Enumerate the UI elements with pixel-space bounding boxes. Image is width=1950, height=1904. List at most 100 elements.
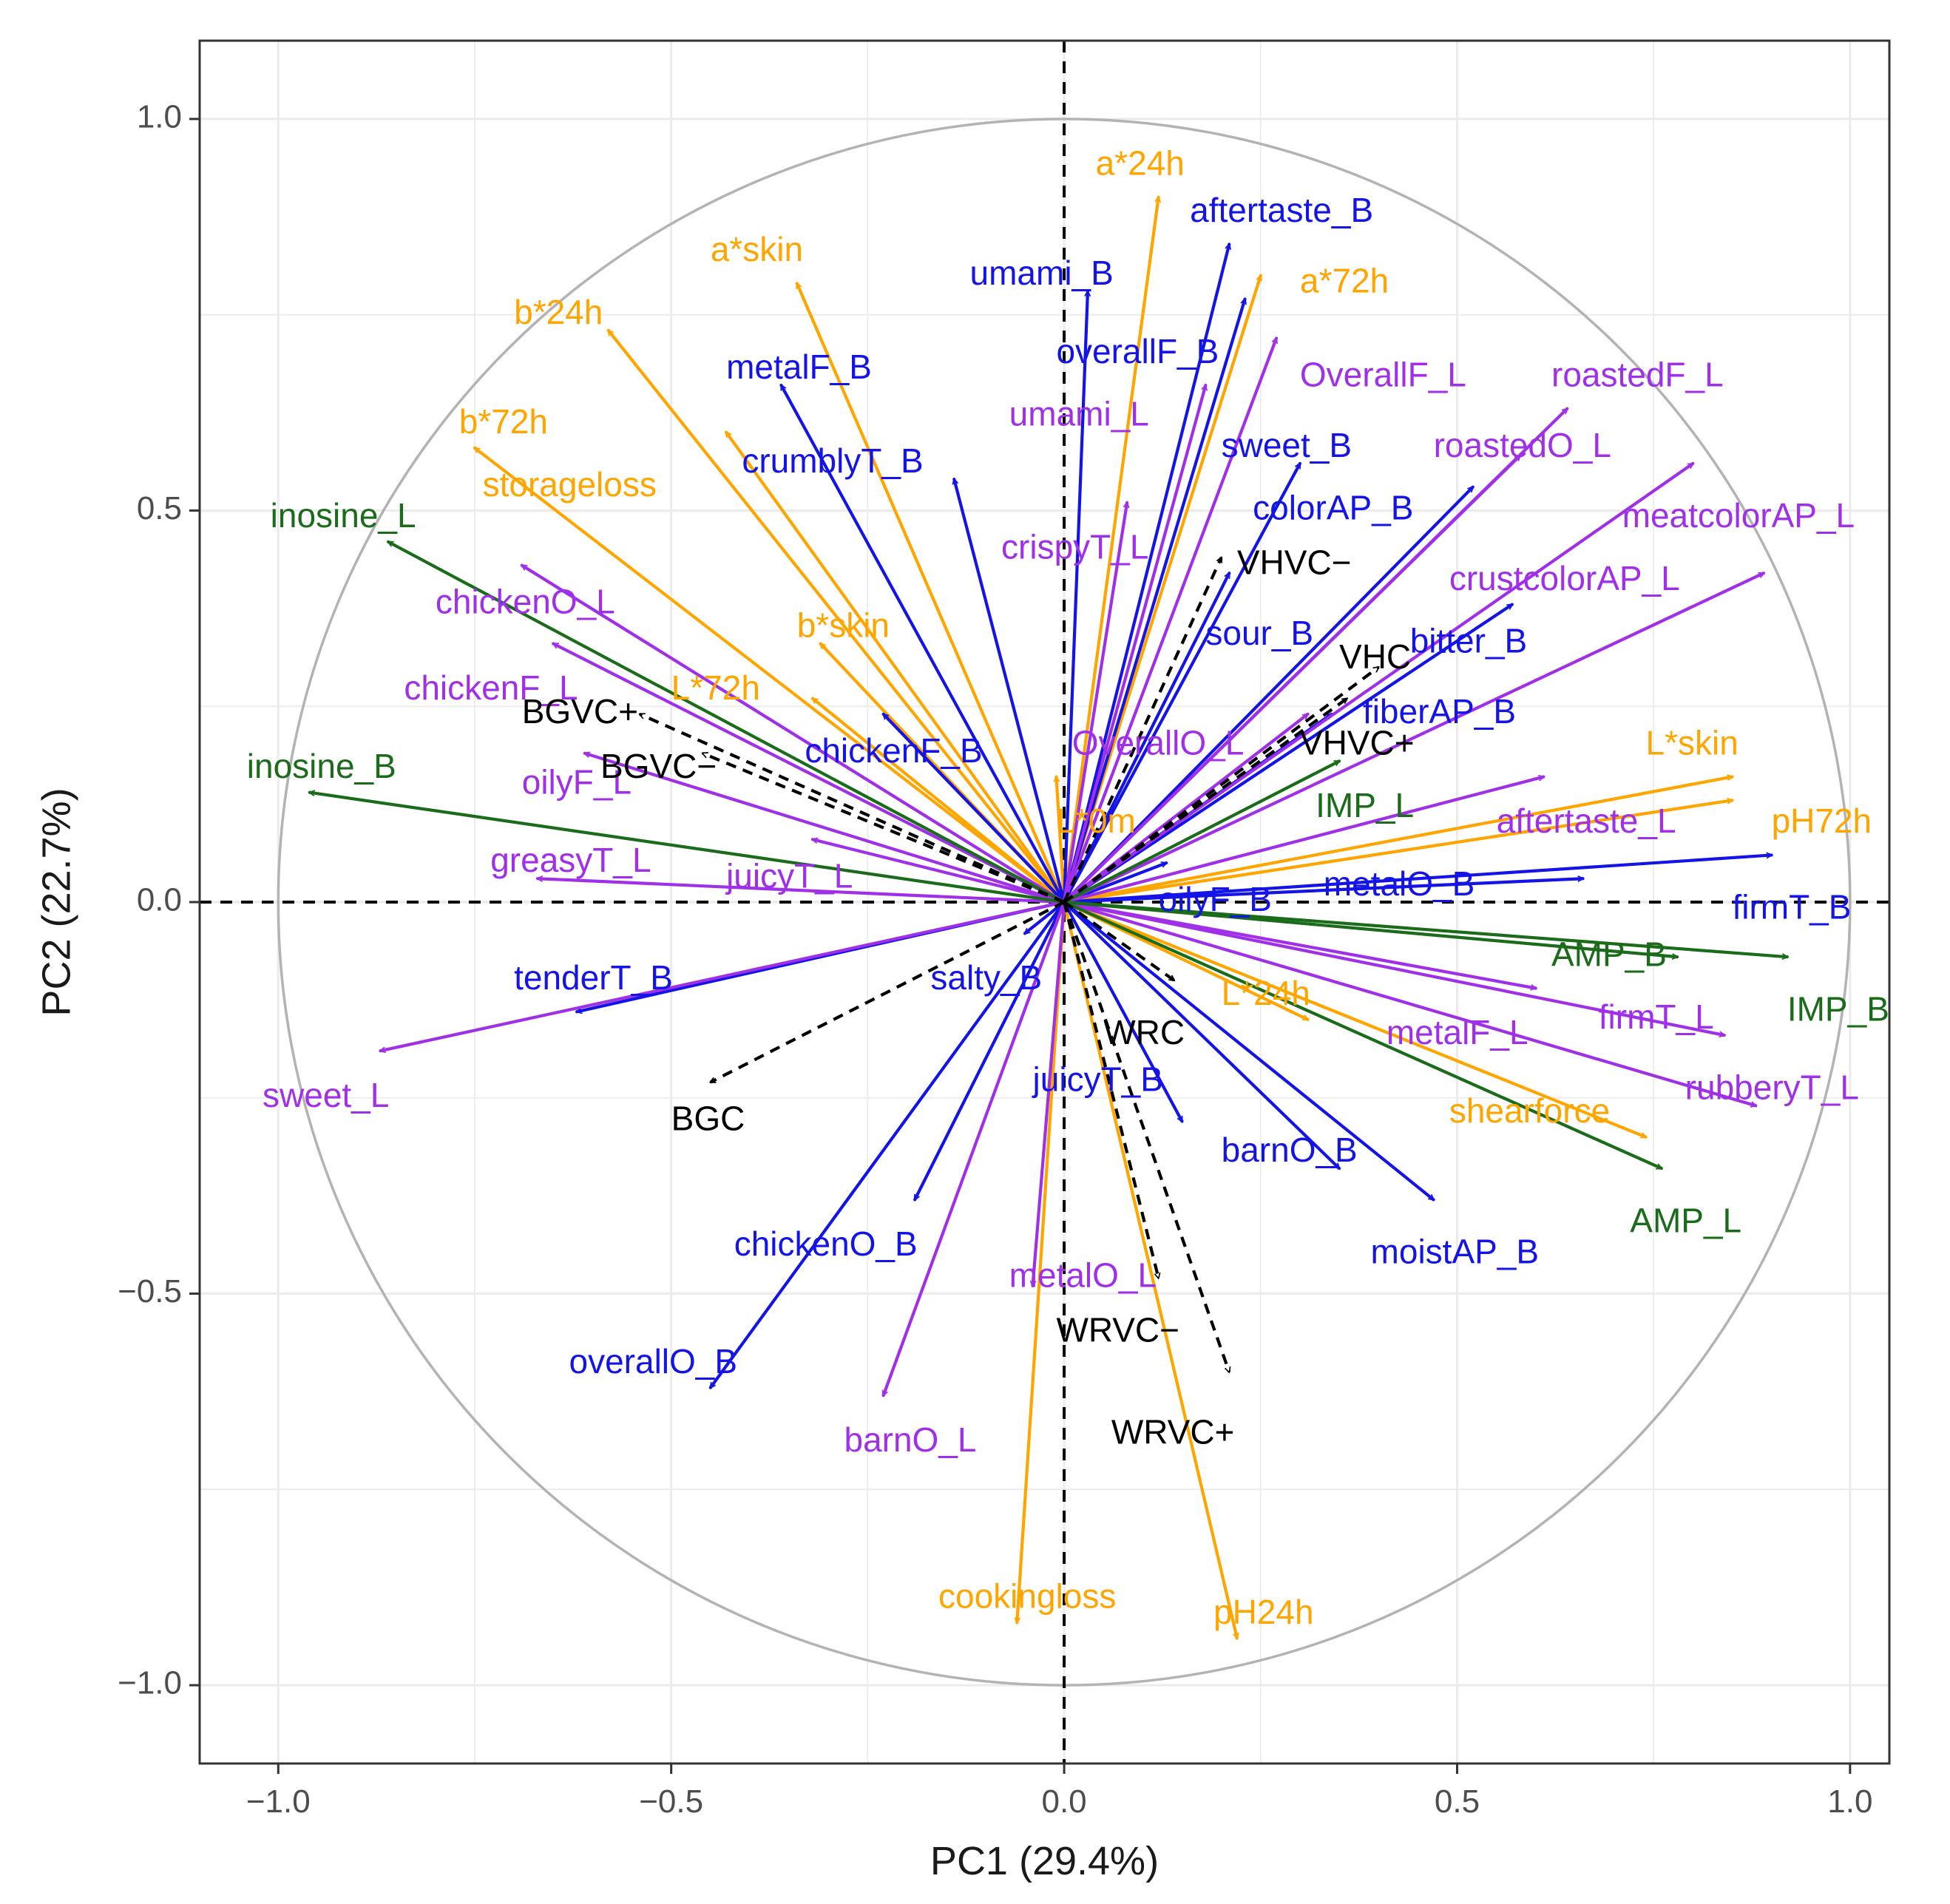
- label-juicyt-l: juicyT_L: [725, 856, 853, 895]
- label-bgvc-plus: BGVC+: [522, 692, 638, 731]
- label-overallo-b: overallO_B: [569, 1342, 738, 1380]
- y-tick-label: −1.0: [118, 1665, 182, 1701]
- supplementary-vectors: [640, 558, 1378, 1372]
- label-oilyf-l: oilyF_L: [522, 762, 632, 801]
- label-a-star-skin: a*skin: [711, 230, 803, 268]
- label-bgvc-minus: BGVC−: [600, 747, 717, 785]
- supplementary-vector-vhvc-minus: [1063, 558, 1223, 903]
- x-axis-ticks: −1.0 −0.5 0.0 0.5 1.0: [246, 1764, 1872, 1820]
- zero-reference-lines: [200, 41, 1889, 1764]
- vector-metalo-b: [1062, 878, 1585, 904]
- label-roastedo-l: roastedO_L: [1434, 426, 1611, 464]
- vector-rubberyt-l: [1062, 900, 1756, 1105]
- supplementary-vector-bgvc-plus: [640, 712, 1065, 904]
- label-b-star-24h: b*24h: [514, 293, 603, 331]
- label-shearforce: shearforce: [1449, 1091, 1610, 1130]
- vector-l-star-skin: [1062, 777, 1732, 904]
- label-wrvc-minus: WRVC−: [1056, 1311, 1179, 1349]
- label-l-star-0m: L*0m: [1056, 802, 1135, 840]
- x-tick-label: −1.0: [246, 1783, 311, 1820]
- vector-umami-b: [1062, 289, 1088, 904]
- vector-metalo-l: [1033, 900, 1066, 1288]
- vector-shearforce: [1062, 900, 1645, 1139]
- label-overallf-l: OverallF_L: [1300, 356, 1466, 394]
- y-axis-title: PC2 (22.7%): [34, 787, 78, 1016]
- label-l-star-24h: L*24h: [1222, 974, 1310, 1012]
- label-cookingloss: cookingloss: [938, 1577, 1116, 1616]
- vector-overallf-l: [1062, 338, 1279, 904]
- vector-chickeno-l: [522, 563, 1066, 904]
- label-rubberyt-l: rubberyT_L: [1685, 1068, 1859, 1106]
- vector-imp-b: [1062, 900, 1789, 957]
- supplementary-vector-wrvc-plus: [1063, 901, 1229, 1372]
- vector-chickenf-l: [553, 642, 1066, 904]
- vector-labels: a*24h a*72h a*skin b*24h b*72h storageloss b*s…: [247, 144, 1889, 1631]
- vector-aftertaste-l: [1062, 777, 1543, 904]
- supplementary-vector-vhc: [1063, 665, 1378, 904]
- vector-metalf-b: [779, 385, 1066, 904]
- y-tick-label: 0.0: [137, 882, 182, 918]
- y-tick-label: 0.5: [137, 490, 182, 526]
- supplementary-vector-wrvc-minus: [1063, 901, 1159, 1278]
- label-juicyt-b: juicyT_B: [1032, 1060, 1163, 1099]
- supplementary-vector-vhvc-plus: [1063, 697, 1347, 904]
- label-aftertaste-b: aftertaste_B: [1190, 191, 1373, 229]
- vector-oilyf-l: [585, 753, 1066, 904]
- label-chickeno-l: chickenO_L: [436, 583, 615, 621]
- label-firmt-l: firmT_L: [1599, 997, 1714, 1036]
- vector-chickenf-b: [881, 712, 1066, 904]
- label-meatcolorap-l: meatcolorAP_L: [1622, 496, 1855, 535]
- label-l-star-72h: L*72h: [671, 668, 760, 707]
- label-bgc: BGC: [671, 1100, 745, 1138]
- vector-b-star-24h: [606, 328, 1066, 904]
- label-storageloss: storageloss: [483, 465, 657, 504]
- variable-vectors: [310, 195, 1789, 1639]
- vector-umami-l: [1062, 385, 1205, 904]
- vector-greasyt-l: [535, 878, 1066, 904]
- label-aftertaste-l: aftertaste_L: [1497, 802, 1676, 840]
- vector-crispyt-l: [1062, 503, 1127, 904]
- label-vhc: VHC: [1339, 637, 1411, 676]
- vector-ph72h: [1062, 800, 1732, 904]
- label-amp-l: AMP_L: [1630, 1201, 1741, 1239]
- vector-colorap-b: [1062, 485, 1475, 904]
- label-bitter-b: bitter_B: [1410, 622, 1528, 660]
- label-chickenf-b: chickenF_B: [805, 731, 982, 770]
- supplementary-vector-wrc: [1063, 901, 1174, 982]
- label-colorap-b: colorAP_B: [1253, 489, 1413, 527]
- label-vhvc-minus: VHVC−: [1237, 543, 1352, 582]
- vector-barno-b: [1062, 900, 1341, 1170]
- vector-salty-b: [1023, 900, 1066, 935]
- label-l-star-skin: L*skin: [1646, 723, 1739, 762]
- label-b-star-skin: b*skin: [797, 606, 890, 644]
- x-tick-label: 1.0: [1827, 1783, 1872, 1820]
- label-overallf-b: overallF_B: [1056, 332, 1219, 370]
- vector-firmt-b: [1062, 855, 1773, 904]
- label-barno-b: barnO_B: [1222, 1131, 1358, 1169]
- label-crustcolorap-l: crustcolorAP_L: [1449, 559, 1680, 597]
- label-metalo-l: metalO_L: [1009, 1256, 1157, 1295]
- vector-moistap-b: [1062, 900, 1435, 1202]
- label-inosine-l: inosine_L: [271, 496, 416, 535]
- vector-storageloss: [724, 433, 1066, 904]
- vector-juicyt-l: [813, 839, 1066, 904]
- vector-b-star-72h: [473, 446, 1066, 904]
- label-sweet-l: sweet_L: [263, 1076, 389, 1114]
- label-oilyf-b: oilyF_B: [1159, 880, 1272, 918]
- label-crispyt-l: crispyT_L: [1001, 528, 1148, 566]
- vector-barno-l: [881, 900, 1066, 1395]
- vector-overallo-l: [1062, 712, 1310, 904]
- vector-imp-l: [1062, 759, 1339, 904]
- vector-inosine-b: [310, 793, 1066, 904]
- label-salty-b: salty_B: [930, 958, 1042, 997]
- vector-chickeno-b: [913, 900, 1066, 1199]
- vector-l-star-72h: [810, 697, 1066, 904]
- y-axis-ticks: −1.0 −0.5 0.0 0.5 1.0: [118, 99, 200, 1701]
- x-axis-title: PC1 (29.4%): [930, 1839, 1159, 1883]
- label-a-star-24h: a*24h: [1096, 144, 1185, 183]
- label-amp-b: AMP_B: [1551, 935, 1667, 973]
- vector-crumblyt-b: [954, 479, 1066, 904]
- label-tendert-b: tenderT_B: [514, 958, 673, 997]
- label-crumblyt-b: crumblyT_B: [742, 441, 923, 480]
